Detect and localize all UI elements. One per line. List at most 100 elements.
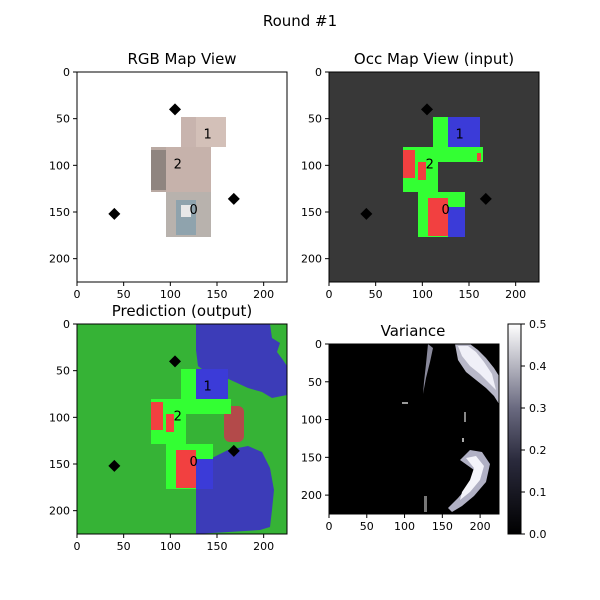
var-speck-1 (464, 412, 466, 422)
pred-blue-top (196, 324, 287, 398)
occ-ytick-label: 150 (301, 206, 322, 219)
occ-unknown-bottom (448, 207, 465, 237)
pred-diamond-marker-0 (169, 355, 181, 368)
pred-ytick-label: 50 (56, 365, 70, 378)
occ-unknown-top (448, 117, 480, 147)
pred-occupied-left (151, 402, 163, 430)
rgb-xtick-label: 50 (117, 288, 131, 301)
colorbar-tick-label: 0.5 (529, 318, 547, 331)
pred-xtick-label: 50 (117, 540, 131, 553)
var-xtick-label: 100 (394, 520, 415, 533)
pred-diamond-marker-2 (227, 444, 240, 457)
rgb-y-axis: 0 50 100 150 200 (49, 66, 77, 266)
occ-diamond-marker-0 (421, 103, 433, 116)
pred-unknown-top (196, 369, 228, 399)
pred-xtick-label: 100 (160, 540, 181, 553)
pred-ytick-label: 0 (63, 318, 70, 331)
colorbar-axis: 0.0 0.1 0.2 0.3 0.4 0.5 (521, 318, 547, 541)
rgb-waypoint-label-1: 1 (204, 128, 212, 143)
var-band-bottom-right-hi (460, 456, 484, 500)
pred-x-axis: 0 50 100 150 200 (74, 534, 274, 553)
occ-occupied-center (418, 162, 426, 180)
colorbar (507, 323, 522, 535)
pred-overlay: 1 2 0 (108, 355, 240, 472)
pred-y-axis: 0 50 100 150 200 (49, 318, 77, 518)
rgb-overlay: 1 2 0 (108, 103, 240, 220)
pred-ytick-label: 150 (49, 458, 70, 471)
rgb-ytick-label: 0 (63, 66, 70, 79)
rgb-panel: RGB Map View 1 2 0 0 50 100 150 200 0 50 100 150 2… (49, 50, 288, 301)
pred-panel-title: Prediction (output) (112, 302, 252, 320)
rgb-ytick-label: 150 (49, 206, 70, 219)
occ-diamond-marker-2 (479, 192, 492, 205)
var-panel-title: Variance (381, 322, 446, 340)
pred-xtick-label: 150 (207, 540, 228, 553)
pred-diamond-marker-1 (108, 459, 121, 472)
occ-xtick-label: 100 (412, 288, 433, 301)
rgb-diamond-marker-1 (108, 207, 121, 220)
pred-occupied-center (166, 414, 174, 432)
var-ytick-label: 0 (315, 338, 322, 351)
rgb-diamond-marker-2 (227, 192, 240, 205)
var-band-top-right-hi (458, 346, 496, 390)
pred-ytick-label: 200 (49, 505, 70, 518)
var-xtick-label: 50 (360, 520, 374, 533)
pred-panel: Prediction (output) 1 2 0 0 50 100 150 200 0 50… (49, 302, 288, 553)
occ-y-axis: 0 50 100 150 200 (301, 66, 329, 266)
colorbar-tick-label: 0.1 (529, 486, 547, 499)
occ-xtick-label: 0 (326, 288, 333, 301)
occ-waypoint-label-0: 0 (442, 203, 450, 218)
var-ytick-label: 100 (301, 414, 322, 427)
var-ytick-label: 50 (308, 376, 322, 389)
pred-free-top (181, 369, 196, 401)
rgb-waypoint-label-0: 0 (190, 203, 198, 218)
rgb-ytick-label: 50 (56, 113, 70, 126)
colorbar-tick-label: 0.2 (529, 444, 547, 457)
occ-overlay: 1 2 0 (360, 103, 492, 220)
var-ytick-label: 200 (301, 489, 322, 502)
occ-free-top (433, 117, 448, 149)
var-speck-4 (462, 438, 464, 442)
occ-xtick-label: 200 (505, 288, 526, 301)
occ-ytick-label: 0 (315, 66, 322, 79)
occ-waypoint-label-2: 2 (426, 157, 434, 172)
rgb-room-bottom-white (181, 205, 191, 217)
var-xtick-label: 200 (470, 520, 491, 533)
var-band-left (423, 344, 433, 394)
pred-waypoint-label-1: 1 (204, 380, 212, 395)
rgb-xtick-label: 100 (160, 288, 181, 301)
var-xtick-label: 0 (326, 520, 333, 533)
var-ytick-label: 150 (301, 451, 322, 464)
occ-xtick-label: 50 (369, 288, 383, 301)
occ-panel: Occ Map View (input) 1 2 0 0 50 100 150 200 0 5… (301, 50, 540, 301)
pred-occupied-bottom (176, 450, 196, 488)
pred-xtick-label: 0 (74, 540, 81, 553)
occ-ytick-label: 200 (301, 253, 322, 266)
pred-occupied-blob (224, 406, 244, 442)
rgb-image (151, 117, 226, 237)
var-speck-3 (424, 496, 427, 512)
colorbar-tick-label: 0.4 (529, 360, 547, 373)
colorbar-tick-label: 0.0 (529, 528, 547, 541)
var-image (402, 344, 499, 512)
colorbar-tick-label: 0.3 (529, 402, 547, 415)
rgb-room-top (181, 117, 196, 149)
pred-ytick-label: 100 (49, 411, 70, 424)
occ-xtick-label: 150 (459, 288, 480, 301)
occ-occupied-bottom (428, 198, 448, 236)
rgb-ytick-label: 100 (49, 159, 70, 172)
occ-ytick-label: 100 (301, 159, 322, 172)
occ-panel-title: Occ Map View (input) (354, 50, 514, 68)
figure-title: Round #1 (263, 12, 337, 30)
occ-ytick-label: 50 (308, 113, 322, 126)
occ-waypoint-label-1: 1 (456, 128, 464, 143)
rgb-waypoint-label-2: 2 (174, 157, 182, 172)
pred-waypoint-label-0: 0 (190, 455, 198, 470)
rgb-xtick-label: 200 (253, 288, 274, 301)
pred-plot-frame (76, 323, 288, 535)
var-y-axis: 0 50 100 150 200 (301, 338, 329, 502)
pred-unknown-bottom (196, 459, 213, 489)
rgb-room-right (196, 117, 226, 147)
